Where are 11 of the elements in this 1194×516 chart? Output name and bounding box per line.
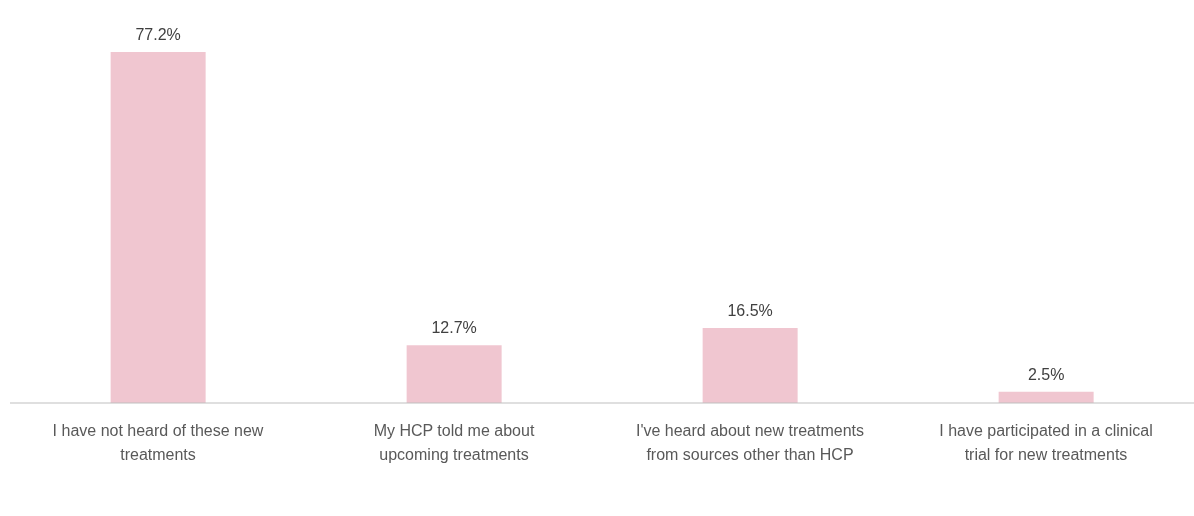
x-tick-label: My HCP told me about upcoming treatments — [373, 422, 535, 463]
data-label: 77.2% — [135, 26, 181, 43]
bar — [406, 345, 502, 403]
bar — [110, 52, 206, 403]
bar — [702, 327, 798, 403]
x-tick-label: I have participated in a clinical trial for new treatments — [939, 422, 1153, 463]
x-tick-label: I've heard about new treatments from sources other than HCP — [635, 422, 865, 463]
data-label: 12.7% — [431, 319, 477, 337]
x-tick-label: I have not heard of these new treatments — [52, 422, 264, 463]
data-label: 2.5% — [1027, 365, 1065, 383]
data-label: 16.5% — [727, 301, 773, 319]
